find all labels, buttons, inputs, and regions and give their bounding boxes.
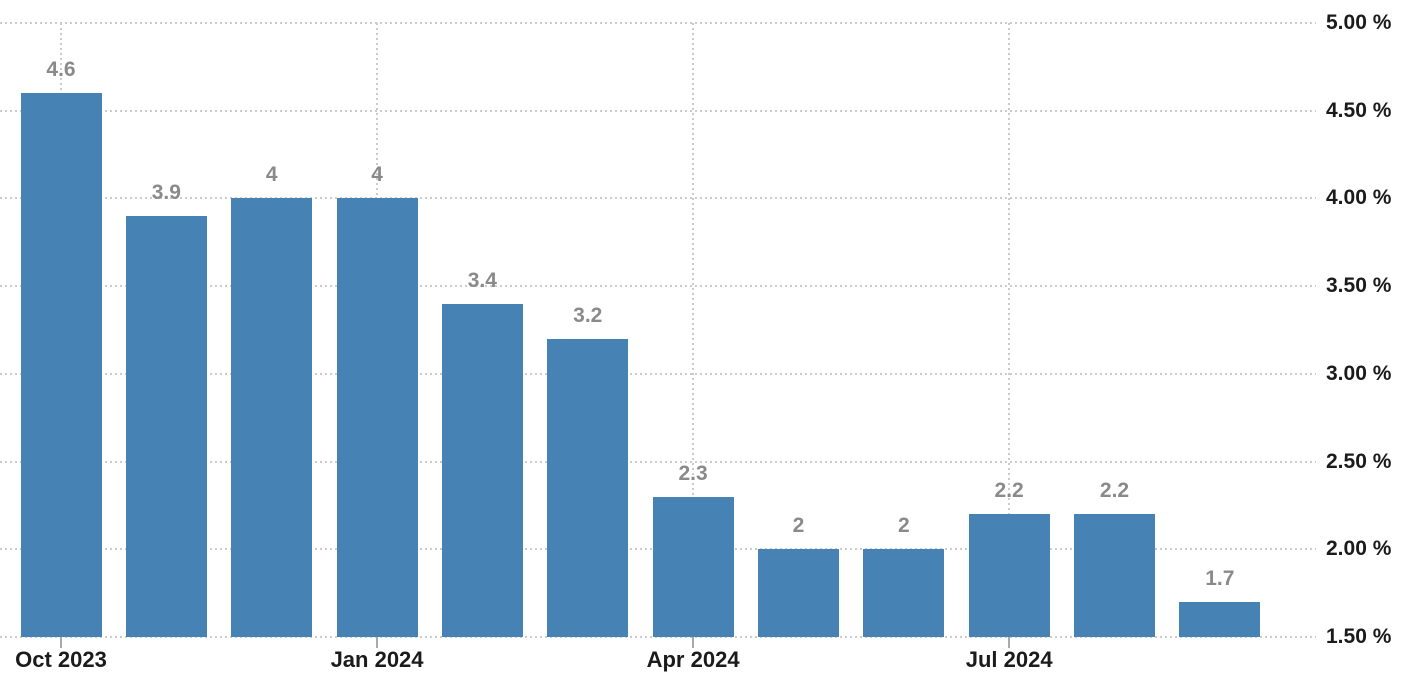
bar-value-label: 2: [897, 514, 910, 538]
x-axis-tick-mark: [60, 637, 62, 648]
y-axis-tick-label: 4.00 %: [1326, 186, 1392, 210]
y-axis-tick-label: 3.50 %: [1326, 274, 1392, 298]
horizontal-gridline: [0, 636, 1316, 638]
horizontal-gridline: [0, 460, 1316, 463]
horizontal-gridline: [0, 372, 1316, 375]
bar[interactable]: [231, 198, 312, 637]
bar-value-label: 4.6: [46, 58, 76, 82]
bar[interactable]: [969, 514, 1050, 637]
x-axis-tick-label: Apr 2024: [646, 647, 740, 672]
vertical-gridline: [1008, 23, 1011, 637]
bar-value-label: 3.9: [151, 180, 181, 204]
bar-value-label: 4: [371, 163, 383, 187]
bar-value-label: 3.4: [467, 268, 497, 292]
x-axis-tick-label: Oct 2023: [15, 647, 107, 672]
x-axis-tick-label: Jul 2024: [965, 647, 1053, 672]
y-axis-tick-label: 5.00 %: [1326, 11, 1392, 34]
y-axis-tick-label: 3.00 %: [1326, 361, 1392, 385]
horizontal-gridline: [0, 197, 1316, 200]
horizontal-gridline: [0, 285, 1316, 288]
bar-value-label: 3.2: [573, 303, 603, 327]
bar-value-label: 2.2: [994, 479, 1024, 503]
bar[interactable]: [337, 198, 418, 637]
y-axis-tick-label: 2.50 %: [1326, 449, 1392, 473]
bar[interactable]: [442, 303, 523, 637]
bar-value-label: 2.2: [1099, 479, 1130, 503]
bar-value-label: 4: [265, 163, 278, 187]
x-axis-tick-label: Jan 2024: [330, 647, 424, 672]
horizontal-gridline: [0, 109, 1316, 112]
bar[interactable]: [1179, 601, 1260, 637]
bar[interactable]: [126, 215, 207, 637]
horizontal-gridline: [0, 22, 1316, 24]
bar[interactable]: [863, 549, 944, 637]
y-axis-tick-label: 2.00 %: [1326, 537, 1392, 561]
x-axis-tick-mark: [1008, 637, 1011, 648]
bar[interactable]: [758, 549, 839, 637]
bar-value-label: 1.7: [1205, 566, 1235, 590]
y-axis-tick-label: 4.50 %: [1326, 98, 1392, 122]
plot-area[interactable]: 4.6 3.9 4 4 3.4 3.2 2.3 2 2 2.2 2.2 1.7: [0, 0, 1316, 690]
x-axis-tick-mark: [376, 637, 379, 648]
vertical-gridline: [692, 23, 695, 637]
x-axis-tick-mark: [692, 637, 695, 648]
bar-value-label: 2.3: [678, 461, 708, 485]
bar[interactable]: [21, 93, 102, 637]
bar-value-label: 2: [792, 514, 805, 538]
bar[interactable]: [653, 496, 734, 637]
y-axis-tick-label: 1.50 %: [1326, 625, 1392, 648]
bar[interactable]: [547, 338, 628, 637]
bar[interactable]: [1074, 514, 1155, 637]
